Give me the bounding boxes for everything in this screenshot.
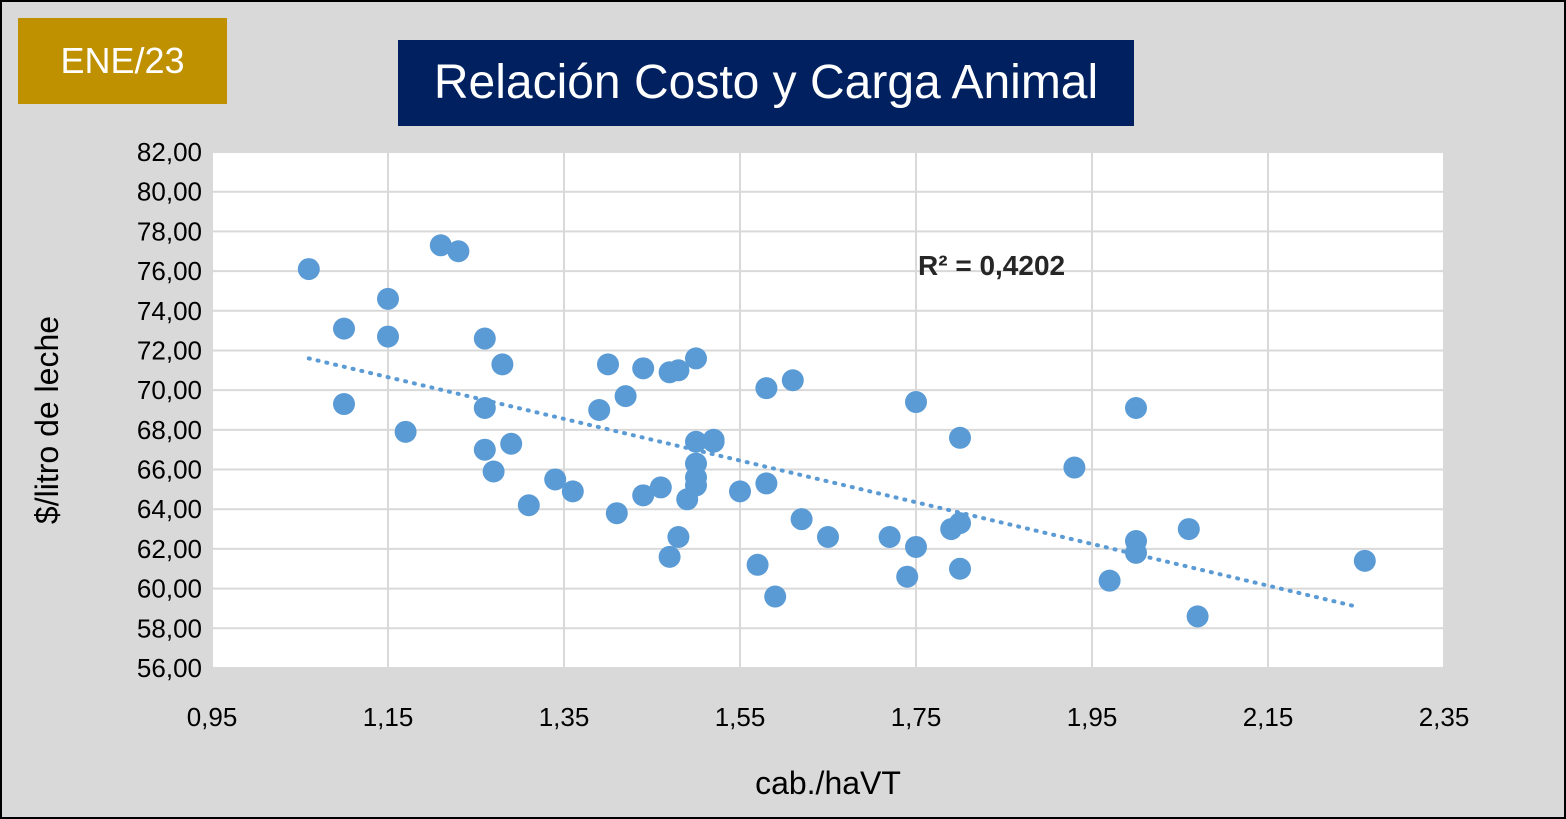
y-axis-ticks: 82,00 80,00 78,00 76,00 74,00 72,00 70,00 68,00… <box>137 137 202 683</box>
y-tick-label: 56,00 <box>137 653 202 683</box>
data-point <box>667 526 690 549</box>
data-point <box>517 494 540 517</box>
data-point <box>878 526 901 549</box>
x-tick-label: 2,15 <box>1243 702 1294 732</box>
y-tick-label: 82,00 <box>137 137 202 167</box>
data-point <box>614 385 637 408</box>
data-point <box>1177 518 1200 541</box>
data-point <box>1125 397 1147 420</box>
data-point <box>781 369 804 392</box>
period-badge: ENE/23 <box>18 18 227 104</box>
data-point <box>473 397 496 420</box>
y-tick-label: 66,00 <box>137 455 202 485</box>
data-point <box>544 468 567 491</box>
y-tick-label: 64,00 <box>137 494 202 524</box>
data-point <box>764 585 787 608</box>
data-point <box>685 347 707 370</box>
data-point <box>447 240 470 263</box>
y-tick-label: 60,00 <box>137 574 202 604</box>
data-point <box>394 420 417 443</box>
data-point <box>896 565 919 588</box>
data-point <box>377 325 399 348</box>
data-point <box>702 430 725 453</box>
data-point <box>905 391 927 414</box>
gridlines <box>211 151 1445 669</box>
data-point <box>746 553 769 576</box>
y-tick-label: 62,00 <box>137 534 202 564</box>
data-point <box>605 502 628 525</box>
x-tick-label: 1,95 <box>1067 702 1118 732</box>
data-point <box>500 432 523 455</box>
data-points <box>297 234 1376 628</box>
data-point <box>333 317 355 340</box>
data-point <box>333 393 355 416</box>
data-point <box>632 484 655 507</box>
data-point <box>377 287 399 310</box>
data-point <box>429 234 452 257</box>
data-point <box>790 508 813 531</box>
data-point <box>949 426 971 449</box>
data-point <box>473 327 496 350</box>
data-point <box>1063 456 1086 479</box>
x-tick-label: 1,15 <box>363 702 414 732</box>
data-point <box>588 399 611 421</box>
y-tick-label: 58,00 <box>137 613 202 643</box>
y-tick-label: 74,00 <box>137 296 202 326</box>
data-point <box>817 526 839 549</box>
y-tick-label: 80,00 <box>137 177 202 207</box>
y-tick-label: 68,00 <box>137 415 202 445</box>
chart-title: Relación Costo y Carga Animal <box>398 40 1134 126</box>
data-point <box>473 438 496 461</box>
data-point <box>649 476 672 499</box>
y-tick-label: 76,00 <box>137 256 202 286</box>
x-tick-label: 1,75 <box>891 702 942 732</box>
data-point <box>1186 605 1209 628</box>
x-axis-ticks: 0,95 1,15 1,35 1,55 1,75 1,95 2,15 2,35 <box>187 702 1470 732</box>
data-point <box>667 359 690 382</box>
data-point <box>632 357 655 380</box>
data-point <box>755 377 778 400</box>
data-point <box>658 545 681 568</box>
x-tick-label: 0,95 <box>187 702 238 732</box>
plot-area <box>212 152 1444 668</box>
data-point <box>561 480 584 503</box>
x-tick-label: 2,35 <box>1419 702 1470 732</box>
y-tick-label: 78,00 <box>137 216 202 246</box>
r-squared-label: R² = 0,4202 <box>918 250 1065 281</box>
data-point <box>1125 541 1147 564</box>
y-axis-label: $/litro de leche <box>29 316 65 524</box>
x-tick-label: 1,35 <box>539 702 590 732</box>
data-point <box>949 557 971 580</box>
data-point <box>685 474 707 497</box>
data-point <box>685 430 707 453</box>
y-tick-label: 70,00 <box>137 375 202 405</box>
data-point <box>729 480 751 503</box>
x-axis-label: cab./haVT <box>755 765 901 801</box>
data-point <box>949 512 971 535</box>
data-point <box>905 535 927 558</box>
data-point <box>1353 549 1376 572</box>
data-point <box>1098 569 1121 592</box>
data-point <box>755 472 778 495</box>
data-point <box>597 353 619 376</box>
x-tick-label: 1,55 <box>715 702 766 732</box>
data-point <box>491 353 514 376</box>
y-tick-label: 72,00 <box>137 335 202 365</box>
data-point <box>482 460 505 483</box>
data-point <box>297 258 320 281</box>
